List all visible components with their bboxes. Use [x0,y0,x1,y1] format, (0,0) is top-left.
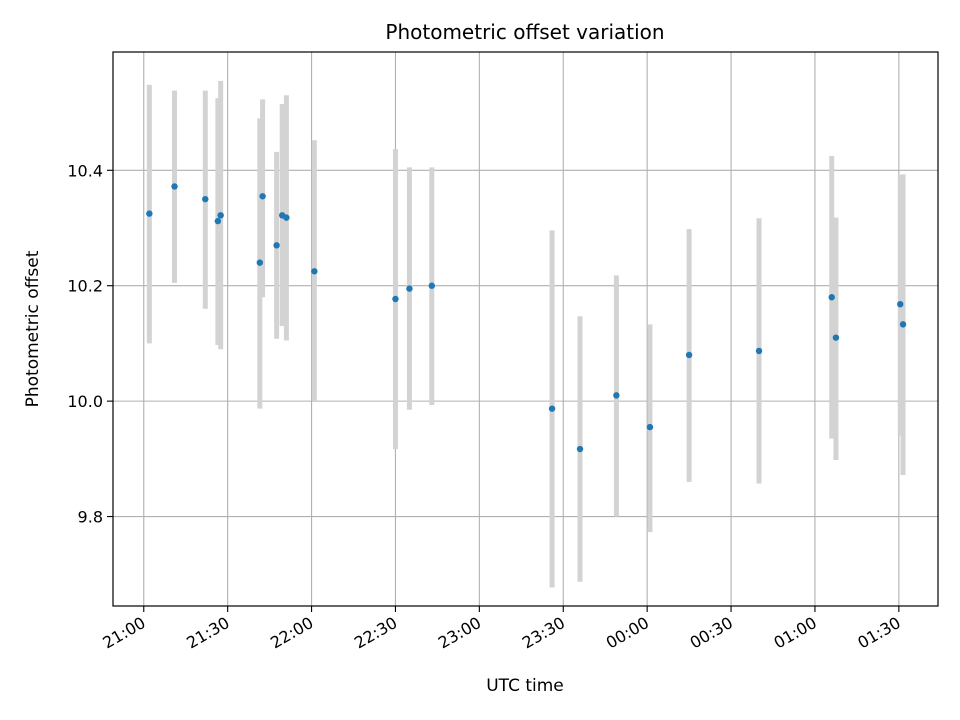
y-tick-label: 10.0 [67,392,103,411]
data-point [548,405,556,412]
data-point [828,294,835,301]
data-point [406,285,413,292]
y-axis-label: Photometric offset [23,250,43,407]
data-point [311,268,318,275]
data-point [755,347,763,355]
plot-area-frame [112,51,939,607]
data-point [283,214,290,221]
data-point [146,210,153,217]
data-point [685,351,693,359]
data-point [576,445,584,453]
y-tick-label: 10.2 [67,277,103,296]
y-tick-label: 10.4 [67,161,103,180]
data-point [897,300,904,308]
data-point [832,334,840,341]
data-point [613,392,620,399]
data-point [202,195,209,203]
chart-title: Photometric offset variation [385,20,664,44]
y-tick-label: 9.8 [78,508,103,527]
data-point [256,259,264,266]
data-point [171,183,178,190]
data-point [273,242,280,249]
data-point [217,212,224,219]
data-point [392,295,399,303]
data-point [259,193,266,200]
data-point [428,282,436,289]
data-points [146,183,907,453]
data-point [899,321,907,328]
data-point [214,217,222,225]
data-point [646,423,654,431]
y-axis-ticks: 9.8 10.0 10.2 10.4 [67,161,113,527]
x-axis-label: UTC time [486,676,564,696]
